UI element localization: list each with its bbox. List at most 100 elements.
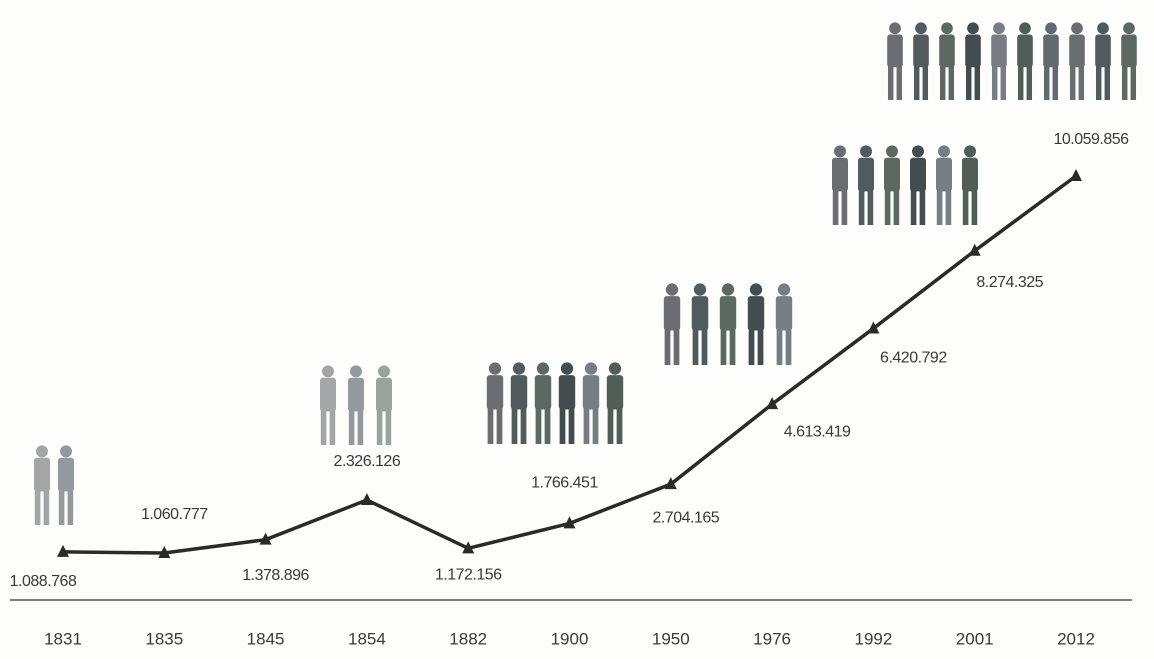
person-head (609, 362, 621, 374)
person-leg (545, 408, 551, 444)
person-head (1071, 22, 1083, 34)
person-head (993, 22, 1005, 34)
person-body (376, 378, 392, 412)
person-leg (674, 329, 680, 365)
value-label: 1.060.777 (141, 506, 208, 523)
person-body (939, 34, 955, 67)
person-body (832, 158, 848, 192)
person-leg (521, 408, 527, 444)
person-leg (920, 190, 926, 225)
person-body (884, 158, 900, 192)
person-body (34, 458, 50, 492)
person-leg (321, 410, 327, 445)
person-leg (749, 329, 755, 365)
person-head (912, 145, 924, 157)
person-leg (911, 190, 917, 225)
person-head (1045, 22, 1057, 34)
person-body (1069, 34, 1085, 67)
person-leg (963, 190, 969, 225)
person-head (889, 22, 901, 34)
person-head (36, 445, 48, 457)
person-head (938, 145, 950, 157)
person-leg (1096, 66, 1101, 100)
person-leg (1105, 66, 1110, 100)
person-leg (923, 66, 928, 100)
person-body (720, 296, 736, 330)
person-leg (693, 329, 699, 365)
person-leg (44, 490, 50, 525)
x-tick-label: 1831 (44, 629, 82, 648)
person-body (1121, 34, 1137, 67)
value-label: 1.766.451 (531, 475, 598, 492)
person-leg (330, 410, 336, 445)
person-head (489, 362, 501, 374)
person-leg (560, 408, 566, 444)
person-leg (702, 329, 708, 365)
person-head (60, 445, 72, 457)
x-tick-label: 2012 (1057, 629, 1095, 648)
person-body (511, 375, 527, 409)
person-body (858, 158, 874, 192)
person-leg (833, 190, 839, 225)
person-head (350, 365, 362, 377)
person-leg (721, 329, 727, 365)
person-leg (377, 410, 383, 445)
person-leg (859, 190, 865, 225)
person-leg (885, 190, 891, 225)
person-body (535, 375, 551, 409)
person-head (886, 145, 898, 157)
person-leg (940, 66, 945, 100)
value-label: 6.420.792 (880, 350, 947, 367)
person-leg (1079, 66, 1084, 100)
person-body (776, 296, 792, 330)
person-leg (386, 410, 392, 445)
person-leg (512, 408, 518, 444)
person-leg (937, 190, 943, 225)
person-head (941, 22, 953, 34)
value-label: 2.704.165 (652, 509, 719, 526)
person-leg (777, 329, 783, 365)
person-leg (786, 329, 792, 365)
person-leg (593, 408, 599, 444)
person-leg (1027, 66, 1032, 100)
person-body (962, 158, 978, 192)
person-leg (665, 329, 671, 365)
person-head (915, 22, 927, 34)
person-leg (992, 66, 997, 100)
person-body (348, 378, 364, 412)
value-label: 8.274.325 (976, 274, 1043, 291)
person-head (967, 22, 979, 34)
x-tick-label: 1845 (247, 629, 285, 648)
person-leg (868, 190, 874, 225)
person-leg (758, 329, 764, 365)
person-body (991, 34, 1007, 67)
person-leg (35, 490, 41, 525)
person-leg (349, 410, 355, 445)
person-body (1095, 34, 1111, 67)
person-leg (842, 190, 848, 225)
person-leg (358, 410, 364, 445)
person-leg (914, 66, 919, 100)
value-label: 1.378.896 (242, 567, 309, 584)
x-tick-label: 1854 (348, 629, 386, 648)
person-body (887, 34, 903, 67)
person-body (607, 375, 623, 409)
person-leg (1044, 66, 1049, 100)
x-tick-label: 1882 (449, 629, 487, 648)
person-head (537, 362, 549, 374)
value-label: 10.059.856 (1053, 131, 1129, 148)
value-label: 4.613.419 (784, 423, 851, 440)
person-body (664, 296, 680, 330)
person-head (694, 283, 706, 295)
person-body (487, 375, 503, 409)
x-tick-label: 1976 (753, 629, 791, 648)
person-leg (946, 190, 952, 225)
person-head (561, 362, 573, 374)
value-label: 1.172.156 (435, 567, 502, 584)
person-head (322, 365, 334, 377)
person-leg (584, 408, 590, 444)
person-head (585, 362, 597, 374)
person-body (1017, 34, 1033, 67)
person-body (965, 34, 981, 67)
person-leg (1001, 66, 1006, 100)
